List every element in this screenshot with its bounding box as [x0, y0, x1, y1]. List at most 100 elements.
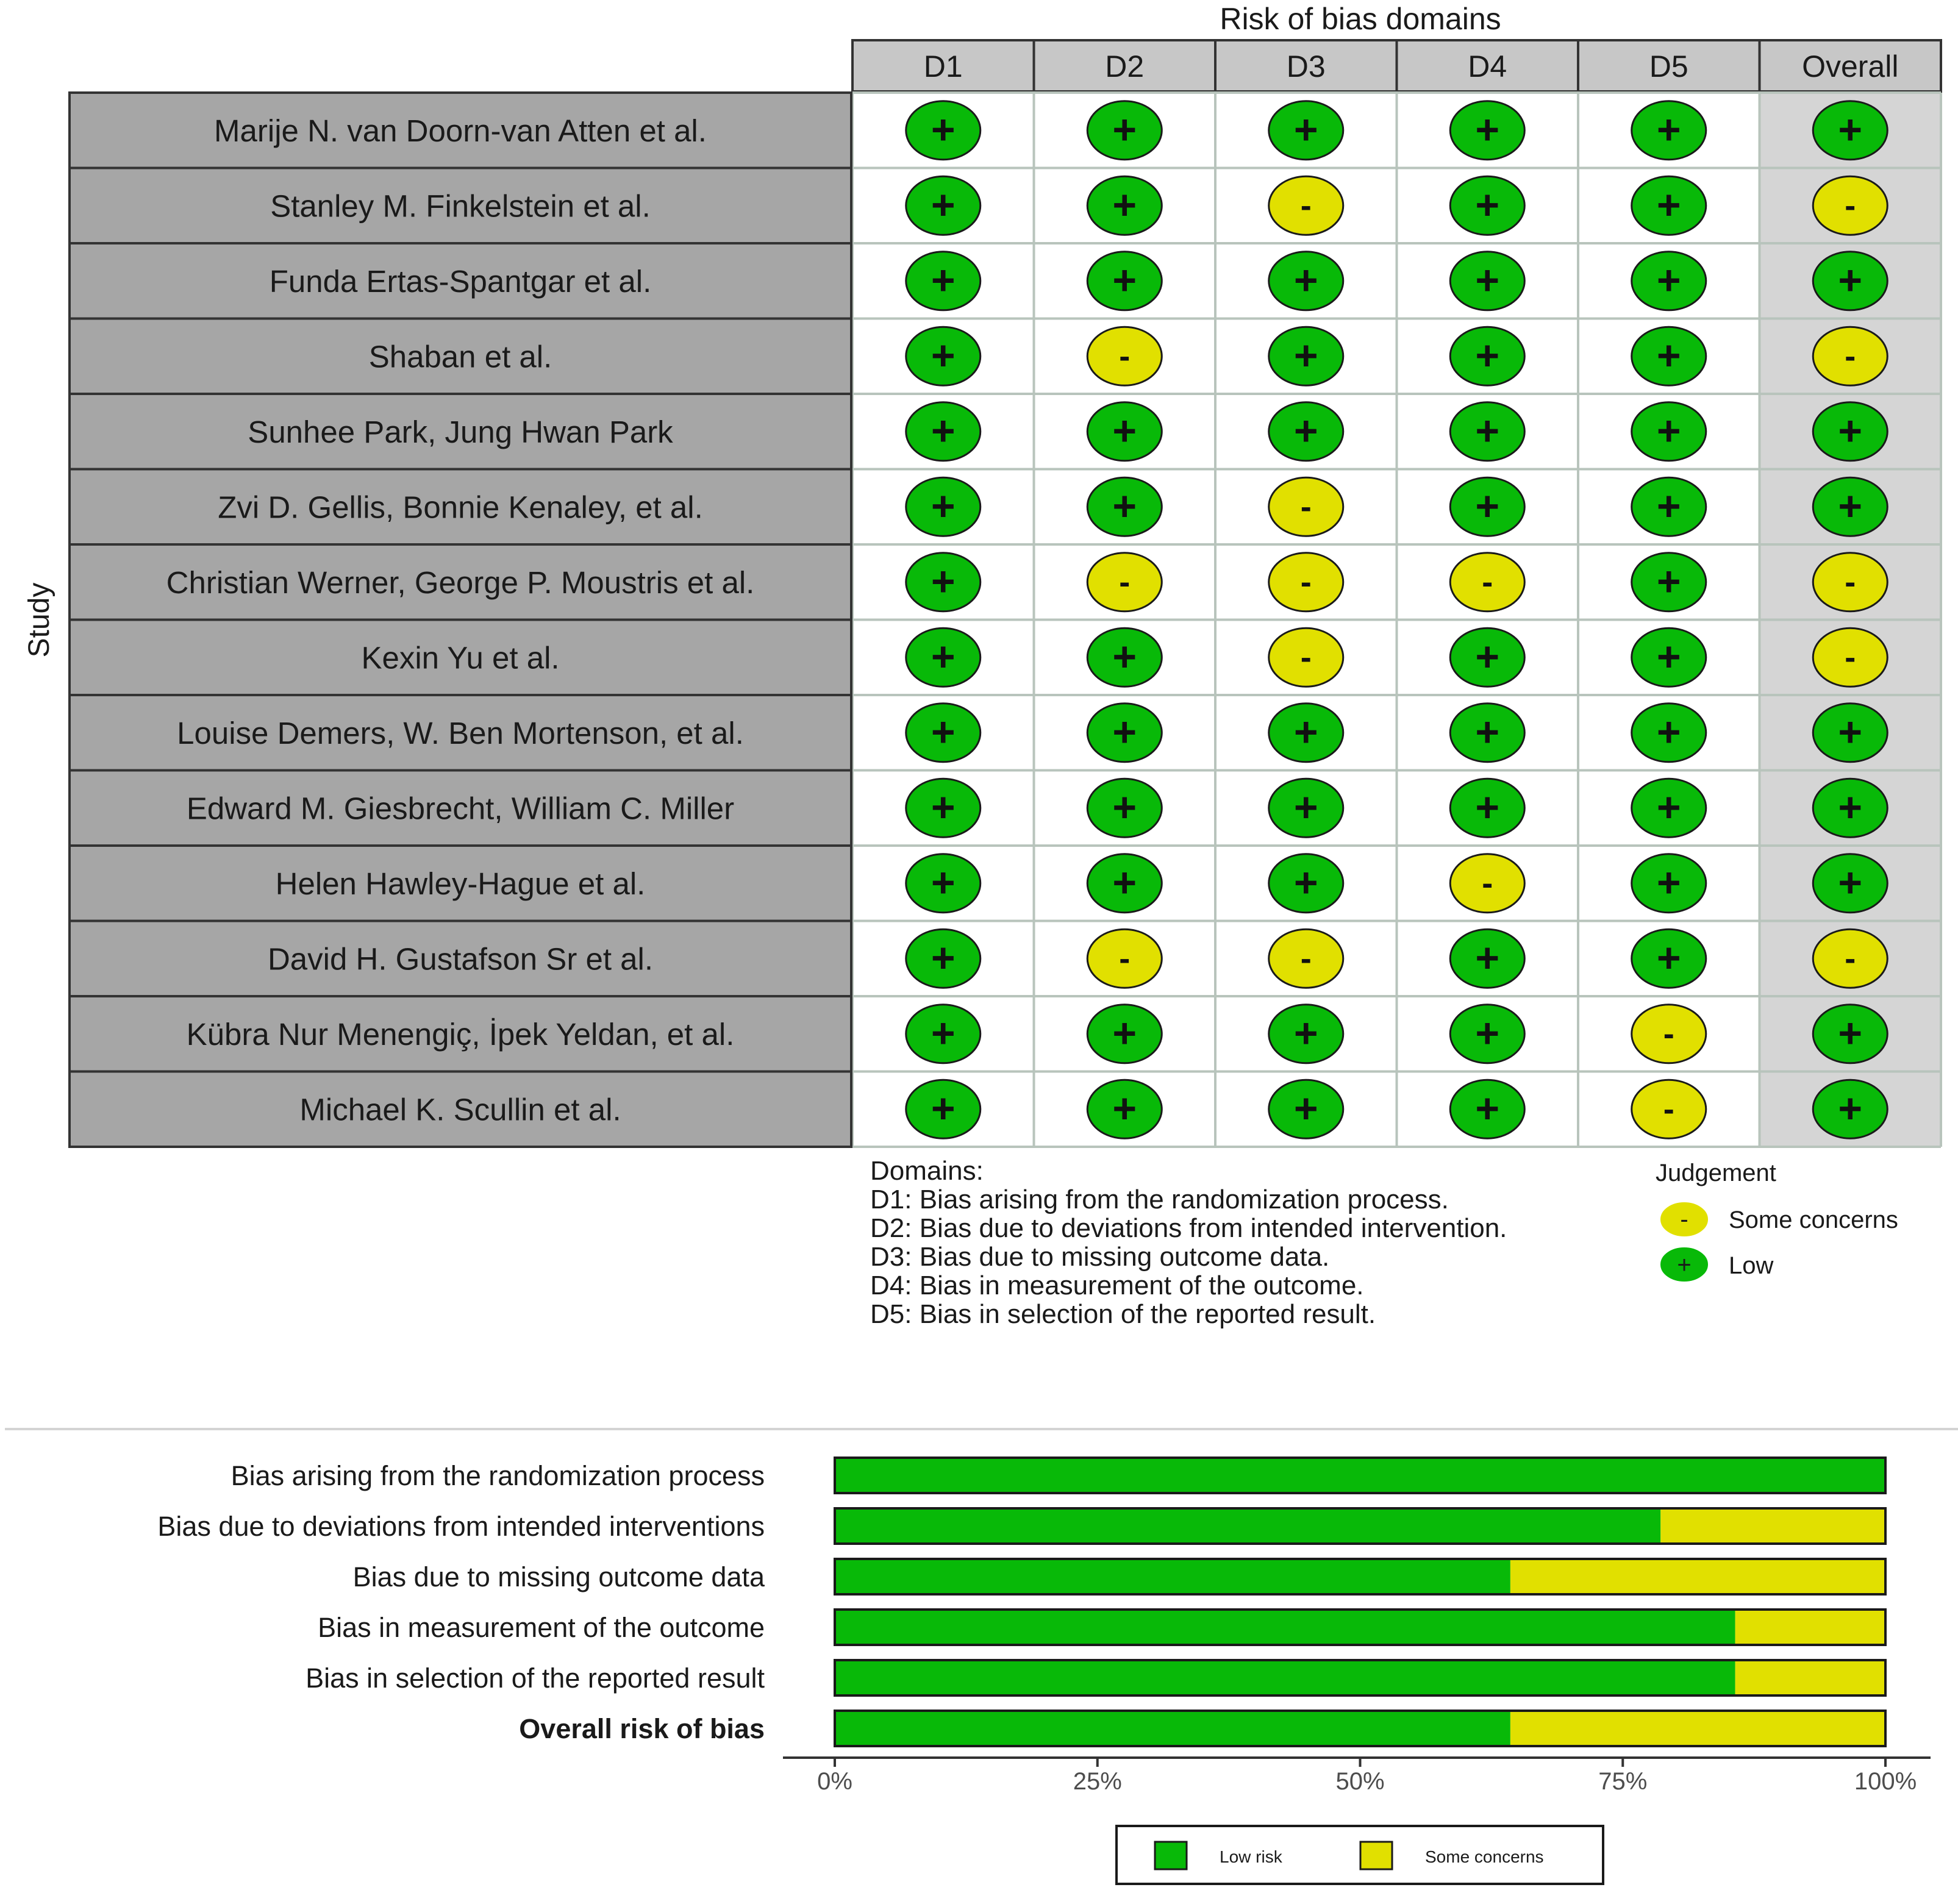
plus-glyph: +	[1475, 784, 1499, 830]
study-label-cell	[68, 393, 852, 471]
low-risk-marker	[1812, 401, 1888, 462]
plus-glyph: +	[1657, 332, 1681, 379]
minus-glyph: -	[1119, 338, 1130, 374]
low-risk-bar	[835, 1610, 1735, 1645]
low-risk-bar	[835, 1458, 1885, 1493]
plus-glyph: +	[1657, 182, 1681, 228]
some-concerns-marker	[1268, 552, 1345, 613]
plus-glyph: +	[1112, 1085, 1137, 1132]
low-risk-marker	[905, 476, 982, 537]
judgement-legend-title: Judgement	[1656, 1160, 1776, 1186]
study-label: Sunhee Park, Jung Hwan Park	[248, 415, 673, 449]
plus-glyph: +	[931, 860, 956, 906]
study-label-cell	[68, 769, 852, 847]
low-risk-marker	[1086, 627, 1163, 688]
study-label-cell	[68, 166, 852, 244]
study-label: Christian Werner, George P. Moustris et …	[166, 565, 755, 600]
domain-header-cell	[1032, 39, 1217, 93]
plus-glyph: +	[931, 483, 956, 529]
low-risk-marker	[905, 100, 982, 161]
minus-glyph: -	[1663, 1016, 1674, 1052]
low-risk-marker	[905, 702, 982, 763]
minus-glyph: -	[1301, 488, 1312, 525]
plus-glyph: +	[1294, 709, 1318, 755]
low-risk-marker	[1268, 100, 1345, 161]
low-risk-marker	[1631, 702, 1707, 763]
low-risk-marker	[1449, 100, 1526, 161]
low-risk-marker	[1449, 928, 1526, 989]
domain-header-label: D2	[1105, 49, 1144, 84]
study-label-cell	[68, 317, 852, 395]
minus-glyph: -	[1301, 187, 1312, 224]
low-risk-marker	[905, 627, 982, 688]
some-concerns-legend-label: Some concerns	[1729, 1207, 1898, 1233]
some-concerns-marker	[1086, 326, 1163, 387]
study-axis-label: Study	[23, 583, 55, 658]
study-label-cell	[68, 844, 852, 922]
some-concerns-bar	[1735, 1660, 1885, 1695]
study-label: Michael K. Scullin et al.	[299, 1092, 621, 1127]
some-concerns-marker	[1449, 552, 1526, 613]
domain-header-label: Overall	[1802, 49, 1898, 84]
domain-legend-item: D3: Bias due to missing outcome data.	[870, 1242, 1329, 1272]
minus-glyph: -	[1663, 1091, 1674, 1127]
low-risk-marker	[905, 777, 982, 838]
domain-legend-item: D1: Bias arising from the randomization …	[870, 1185, 1449, 1214]
plus-glyph: +	[1112, 182, 1137, 228]
plus-glyph: +	[1294, 107, 1318, 153]
plus-glyph: +	[1838, 1010, 1862, 1057]
minus-glyph: -	[1482, 564, 1493, 601]
low-risk-marker	[1631, 326, 1707, 387]
plus-glyph: +	[1475, 332, 1499, 379]
low-risk-marker	[1449, 777, 1526, 838]
minus-glyph: -	[1845, 564, 1856, 601]
low-risk-marker	[1086, 175, 1163, 236]
low-risk-marker	[905, 401, 982, 462]
plus-glyph: +	[1838, 107, 1862, 153]
some-concerns-summary-legend-label: Some concerns	[1425, 1847, 1544, 1866]
domain-header-cell	[851, 39, 1035, 93]
low-risk-marker	[1086, 1004, 1163, 1064]
low-risk-marker	[1268, 326, 1345, 387]
low-risk-marker	[1631, 552, 1707, 613]
low-risk-marker	[1449, 326, 1526, 387]
low-risk-marker	[1631, 476, 1707, 537]
domain-header-label: D3	[1287, 49, 1326, 84]
plus-glyph: +	[1657, 784, 1681, 830]
plus-glyph: +	[931, 257, 956, 304]
summary-legend: Low risk Some concerns	[1115, 1825, 1604, 1885]
plus-glyph: +	[1657, 633, 1681, 680]
some-concerns-marker	[1268, 175, 1345, 236]
low-risk-bar	[835, 1711, 1510, 1746]
plus-glyph: +	[1112, 860, 1137, 906]
low-risk-marker	[1449, 1079, 1526, 1139]
low-risk-marker	[1631, 401, 1707, 462]
plus-glyph: +	[1838, 860, 1862, 906]
x-tick-label: 75%	[1598, 1768, 1647, 1795]
plus-glyph: +	[931, 332, 956, 379]
summary-category-label: Bias in measurement of the outcome	[318, 1612, 765, 1643]
low-risk-marker	[1268, 401, 1345, 462]
low-risk-legend-key	[1154, 1841, 1188, 1870]
some-concerns-marker	[1268, 627, 1345, 688]
low-risk-marker	[1812, 1004, 1888, 1064]
some-concerns-marker	[1812, 326, 1888, 387]
plus-glyph: +	[931, 709, 956, 755]
plus-glyph: +	[1112, 408, 1137, 454]
plus-glyph: +	[931, 633, 956, 680]
study-label: Stanley M. Finkelstein et al.	[270, 188, 651, 223]
summary-category-labels: Bias arising from the randomization proc…	[157, 1460, 765, 1744]
plus-glyph: +	[1112, 784, 1137, 830]
low-legend-symbol	[1660, 1247, 1708, 1282]
plus-glyph: +	[1838, 1085, 1862, 1132]
study-label: Zvi D. Gellis, Bonnie Kenaley, et al.	[218, 490, 703, 524]
some-concerns-marker	[1631, 1079, 1707, 1139]
low-risk-marker	[1268, 1004, 1345, 1064]
plus-glyph: +	[1657, 709, 1681, 755]
minus-glyph: -	[1119, 564, 1130, 601]
plus-glyph: +	[1112, 483, 1137, 529]
plus-glyph: +	[1294, 257, 1318, 304]
plus-glyph: +	[931, 558, 956, 605]
low-risk-bar	[835, 1660, 1735, 1695]
some-concerns-legend-key	[1359, 1841, 1393, 1870]
